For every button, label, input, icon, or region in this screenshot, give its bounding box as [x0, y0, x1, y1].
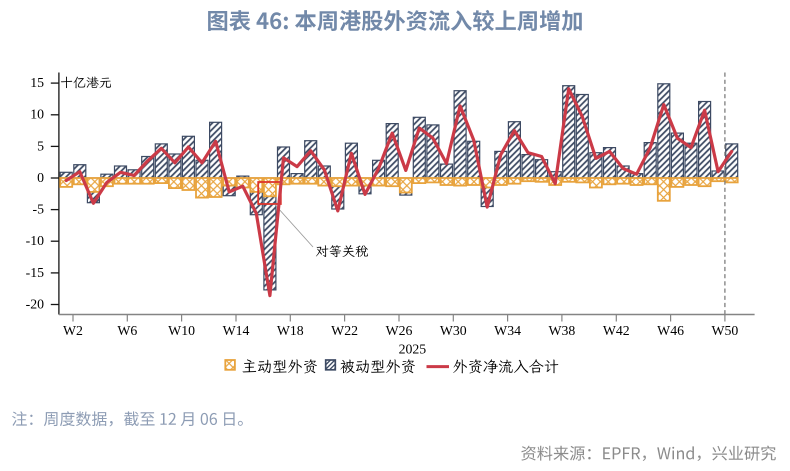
svg-text:5: 5 [37, 138, 44, 153]
svg-text:W42: W42 [603, 323, 630, 338]
svg-text:-5: -5 [33, 202, 45, 217]
svg-text:W6: W6 [117, 323, 137, 338]
svg-text:2025: 2025 [399, 342, 427, 357]
svg-text:W14: W14 [223, 323, 250, 338]
svg-text:W34: W34 [494, 323, 521, 338]
svg-text:W46: W46 [657, 323, 684, 338]
svg-text:W2: W2 [63, 323, 83, 338]
svg-text:W26: W26 [386, 323, 413, 338]
svg-text:10: 10 [30, 107, 44, 122]
svg-text:-20: -20 [26, 296, 44, 311]
svg-text:-15: -15 [26, 265, 44, 280]
svg-text:W30: W30 [440, 323, 467, 338]
svg-text:W22: W22 [331, 323, 358, 338]
svg-text:W38: W38 [548, 323, 575, 338]
svg-text:0: 0 [37, 170, 44, 185]
svg-text:-10: -10 [26, 233, 44, 248]
svg-text:W18: W18 [277, 323, 304, 338]
svg-text:W10: W10 [168, 323, 195, 338]
svg-text:W50: W50 [711, 323, 738, 338]
svg-text:15: 15 [30, 75, 44, 90]
